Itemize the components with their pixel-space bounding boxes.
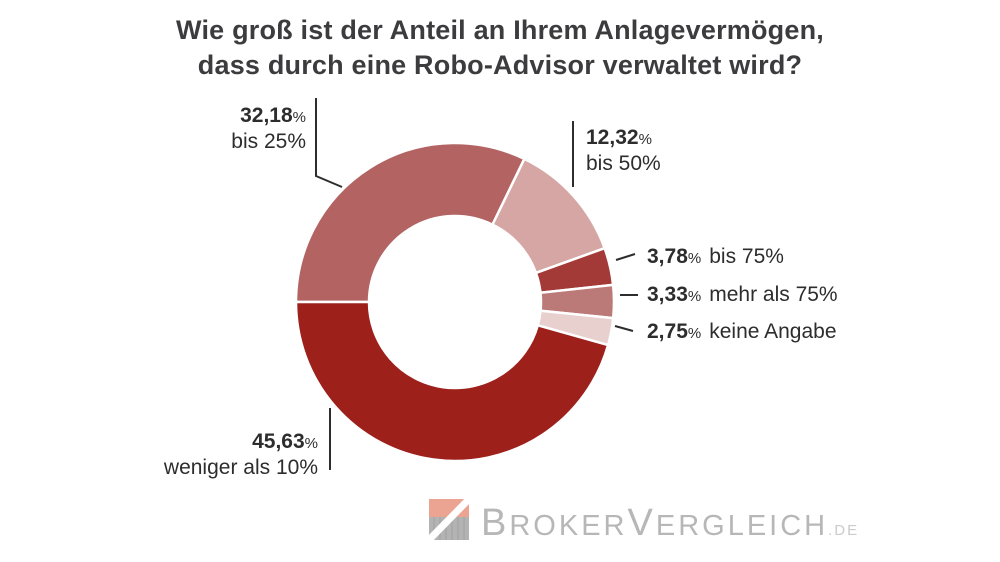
callout-bis-50: 12,32% bis 50% bbox=[586, 126, 661, 176]
percent-sign: % bbox=[687, 250, 702, 267]
brand-logo-text-part: ERGLEICH bbox=[655, 510, 829, 542]
brand-logo-text-part: .DE bbox=[828, 522, 860, 539]
segment-value: 2,75 bbox=[647, 320, 688, 343]
chart-title-line1: Wie groß ist der Anteil an Ihrem Anlagev… bbox=[176, 15, 824, 45]
callout-keine-angabe: 2,75% keine Angabe bbox=[647, 320, 837, 346]
leader-lines bbox=[315, 98, 638, 470]
segment-label: mehr als 75% bbox=[709, 283, 838, 306]
segment-label: weniger als 10% bbox=[163, 456, 318, 479]
brand-logo-text-part: V bbox=[627, 502, 656, 544]
segment-label: keine Angabe bbox=[709, 320, 837, 343]
brand-logo-text: BROKERVERGLEICH.DE bbox=[481, 504, 859, 542]
callout-value: 32,18% bbox=[231, 104, 306, 130]
donut-segment-0 bbox=[294, 141, 527, 304]
donut-segment-5 bbox=[294, 300, 610, 463]
percent-sign: % bbox=[304, 435, 318, 452]
callout-value: 45,63% bbox=[164, 430, 318, 456]
segment-label: bis 25% bbox=[231, 130, 306, 153]
segment-value: 45,63 bbox=[252, 430, 305, 453]
leader-line-keine-angabe bbox=[614, 325, 634, 332]
chart-title-line2: dass durch eine Robo-Advisor verwaltet w… bbox=[197, 50, 803, 80]
chart-title: Wie groß ist der Anteil an Ihrem Anlagev… bbox=[0, 13, 1000, 83]
segment-label: bis 50% bbox=[586, 152, 661, 175]
percent-sign: % bbox=[687, 325, 702, 342]
brand-logo: BROKERVERGLEICH.DE bbox=[429, 499, 859, 542]
callout-value: 12,32% bbox=[586, 126, 661, 152]
segment-value: 3,78 bbox=[647, 245, 688, 268]
leader-line-bis-25 bbox=[315, 98, 343, 188]
segment-value: 32,18 bbox=[240, 104, 293, 127]
leader-line-bis-75 bbox=[615, 253, 636, 261]
percent-sign: % bbox=[638, 131, 652, 148]
brand-logo-text-part: ROKER bbox=[509, 510, 628, 542]
callout-bis-75: 3,78% bis 75% bbox=[647, 245, 784, 271]
brand-logo-text-part: B bbox=[481, 502, 510, 544]
percent-sign: % bbox=[292, 109, 306, 126]
brand-logo-icon bbox=[429, 499, 469, 540]
callout-bis-25: 32,18% bis 25% bbox=[231, 104, 306, 154]
segment-label: bis 75% bbox=[709, 245, 784, 268]
donut-segments bbox=[294, 141, 616, 463]
percent-sign: % bbox=[687, 288, 702, 305]
segment-value: 12,32 bbox=[586, 126, 639, 149]
callout-mehr-als-75: 3,33% mehr als 75% bbox=[647, 283, 838, 309]
callout-weniger-als-10: 45,63% weniger als 10% bbox=[164, 430, 318, 480]
segment-value: 3,33 bbox=[647, 283, 688, 306]
